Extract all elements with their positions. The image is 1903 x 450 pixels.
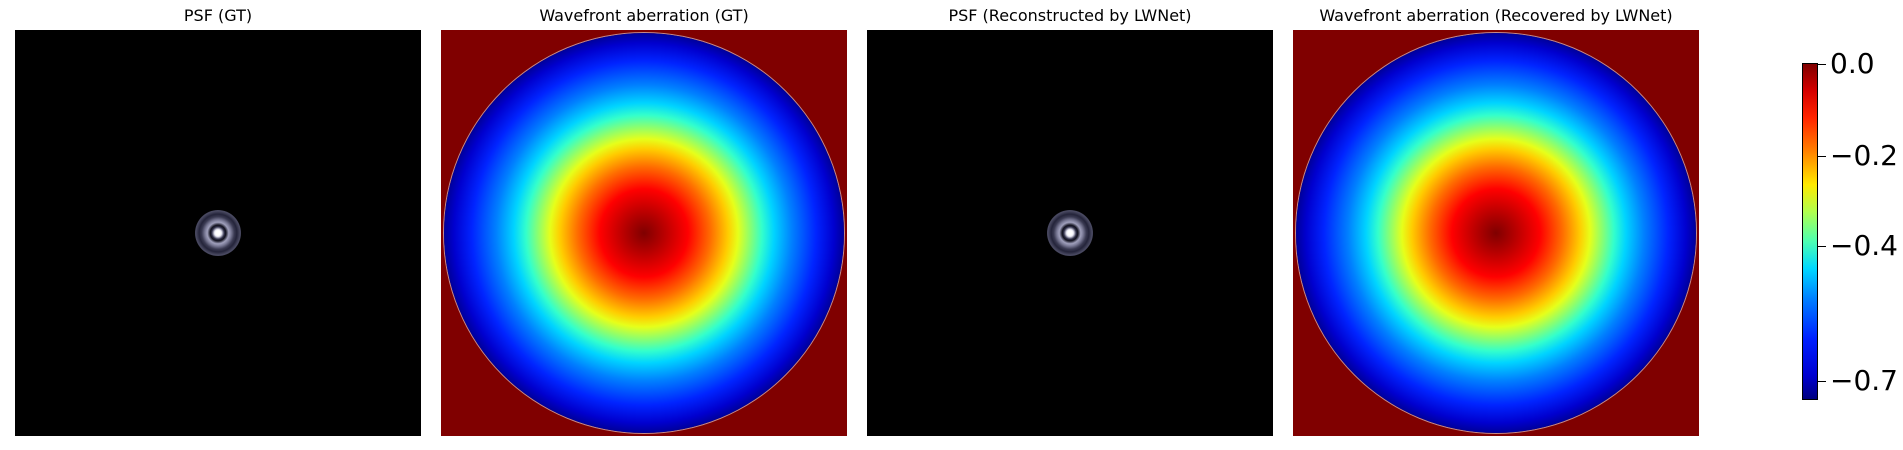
panel-title-psf-reconstructed: PSF (Reconstructed by LWNet) bbox=[948, 6, 1192, 25]
colorbar-label-0: 0.0 bbox=[1830, 47, 1875, 80]
wavefront-gt-image bbox=[441, 30, 847, 436]
colorbar-label-1: −0.2 bbox=[1830, 139, 1898, 172]
panel-title-wavefront-gt: Wavefront aberration (GT) bbox=[539, 6, 749, 25]
psf-reconstructed-spot bbox=[1047, 210, 1093, 256]
panel-title-psf-gt: PSF (GT) bbox=[183, 6, 253, 25]
wavefront-recovered-pupil bbox=[1296, 33, 1696, 433]
psf-gt-spot bbox=[195, 210, 241, 256]
colorbar-tick-1 bbox=[1818, 156, 1826, 157]
psf-gt-image bbox=[15, 30, 421, 436]
panel-title-wavefront-recovered: Wavefront aberration (Recovered by LWNet… bbox=[1319, 6, 1673, 25]
wavefront-gt-pupil bbox=[444, 33, 844, 433]
psf-reconstructed-image bbox=[867, 30, 1273, 436]
colorbar bbox=[1802, 63, 1818, 400]
colorbar-tick-3 bbox=[1818, 381, 1826, 382]
colorbar-tick-0 bbox=[1818, 64, 1826, 65]
colorbar-label-3: −0.7 bbox=[1830, 364, 1898, 397]
colorbar-tick-2 bbox=[1818, 246, 1826, 247]
wavefront-recovered-image bbox=[1293, 30, 1699, 436]
colorbar-label-2: −0.4 bbox=[1830, 229, 1898, 262]
